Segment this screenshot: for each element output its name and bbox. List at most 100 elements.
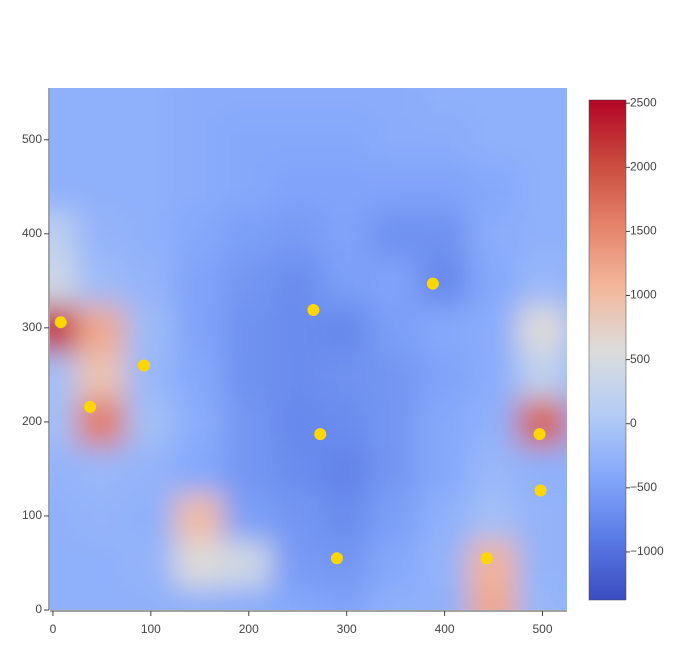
heatmap-cell <box>223 538 275 588</box>
heatmap-cell <box>125 209 177 259</box>
heatmap-cell <box>419 350 471 400</box>
point <box>534 484 547 497</box>
colorbar-tick-label: 1000 <box>630 288 657 302</box>
heatmap-cell <box>517 538 567 588</box>
heatmap-cell <box>272 162 324 212</box>
heatmap-cell <box>468 303 520 353</box>
heatmap-cell <box>468 209 520 259</box>
points <box>54 277 547 565</box>
heatmap-cell <box>76 115 128 165</box>
colorbar-tick-label: 2500 <box>630 95 657 109</box>
heatmap-cell <box>125 538 177 588</box>
heatmap-cell <box>125 397 177 447</box>
heatmap-cell <box>468 115 520 165</box>
heatmap-cell <box>321 256 373 306</box>
colorbar <box>588 99 627 601</box>
heatmap-cell <box>370 162 422 212</box>
y-tick-label: 400 <box>22 226 42 240</box>
heatmap-cell <box>370 585 422 610</box>
y-tick-label: 0 <box>35 602 42 616</box>
heatmap-cell <box>321 115 373 165</box>
heatmap-cell <box>76 491 128 541</box>
heatmap-cell <box>321 444 373 494</box>
colorbar-tick-label: 2000 <box>630 159 657 173</box>
heatmap-cell <box>50 115 79 165</box>
x-tick-label: 100 <box>141 622 161 636</box>
heatmap-cell <box>272 538 324 588</box>
heatmap-cell <box>272 491 324 541</box>
heatmap-cell <box>50 88 79 118</box>
colorbar-tick-label: −500 <box>630 480 657 494</box>
heatmap-cell <box>272 256 324 306</box>
heatmap-cell <box>125 303 177 353</box>
heatmap-cell <box>321 585 373 610</box>
heatmap-cell <box>370 88 422 118</box>
heatmap-cell <box>76 538 128 588</box>
heatmap-cell <box>125 491 177 541</box>
heatmap-cell <box>419 88 471 118</box>
heatmap-cell <box>517 115 567 165</box>
heatmap-cell <box>223 303 275 353</box>
colorbar-tick-label: 1500 <box>630 224 657 238</box>
heatmap-cell <box>321 209 373 259</box>
heatmap-cell <box>321 491 373 541</box>
x-tick-label: 300 <box>337 622 357 636</box>
heatmap-cell <box>370 209 422 259</box>
y-tick-label: 500 <box>22 132 42 146</box>
heatmap-cell <box>468 350 520 400</box>
heatmap-cell <box>125 88 177 118</box>
y-tick-label: 300 <box>22 320 42 334</box>
point <box>480 552 493 565</box>
heatmap-cell <box>517 303 567 353</box>
heatmap-cell <box>370 491 422 541</box>
heatmap-cell <box>76 88 128 118</box>
heatmap-cell <box>517 162 567 212</box>
heatmap-cell <box>50 162 79 212</box>
heatmap-cell <box>50 397 79 447</box>
heatmap-cell <box>76 209 128 259</box>
heatmap-cell <box>50 444 79 494</box>
heatmap-cell <box>174 585 226 610</box>
heatmap-cell <box>272 397 324 447</box>
heatmap-cell <box>468 491 520 541</box>
heatmap-cell <box>370 538 422 588</box>
heatmap-cell <box>370 350 422 400</box>
heatmap-cell <box>419 115 471 165</box>
heatmap-cell <box>272 585 324 610</box>
heatmap-cell <box>50 209 79 259</box>
heatmap-cell <box>50 585 79 610</box>
heatmap-cell <box>174 88 226 118</box>
colorbar-tick-label: 500 <box>630 352 650 366</box>
heatmap-cell <box>223 444 275 494</box>
point <box>426 277 439 290</box>
heatmap-cell <box>468 444 520 494</box>
heatmap-cell <box>50 256 79 306</box>
colorbar-tick-label: −1000 <box>630 544 664 558</box>
y-tick-label: 200 <box>22 414 42 428</box>
colorbar-tick-label: 0 <box>630 416 637 430</box>
x-tick-label: 500 <box>533 622 553 636</box>
heatmap-cell <box>125 162 177 212</box>
heatmap-cell <box>174 397 226 447</box>
heatmap-cell <box>419 303 471 353</box>
x-tick-label: 200 <box>239 622 259 636</box>
heatmap-cell <box>468 397 520 447</box>
heatmap-cell <box>419 538 471 588</box>
heatmap-cell <box>174 350 226 400</box>
heatmap-cell <box>174 115 226 165</box>
heatmap-cell <box>76 350 128 400</box>
x-tick-label: 400 <box>435 622 455 636</box>
heatmap-cell <box>174 162 226 212</box>
heatmap-cell <box>419 444 471 494</box>
heatmap-cell <box>125 256 177 306</box>
heatmap-cell <box>50 350 79 400</box>
heatmap-cell <box>419 209 471 259</box>
heatmap-cell <box>468 538 520 588</box>
heatmap-cell <box>50 303 79 353</box>
heatmap-cell <box>125 350 177 400</box>
heatmap-cell <box>517 491 567 541</box>
heatmap-cell <box>174 491 226 541</box>
heatmap-cell <box>468 256 520 306</box>
heatmap-cell <box>223 256 275 306</box>
